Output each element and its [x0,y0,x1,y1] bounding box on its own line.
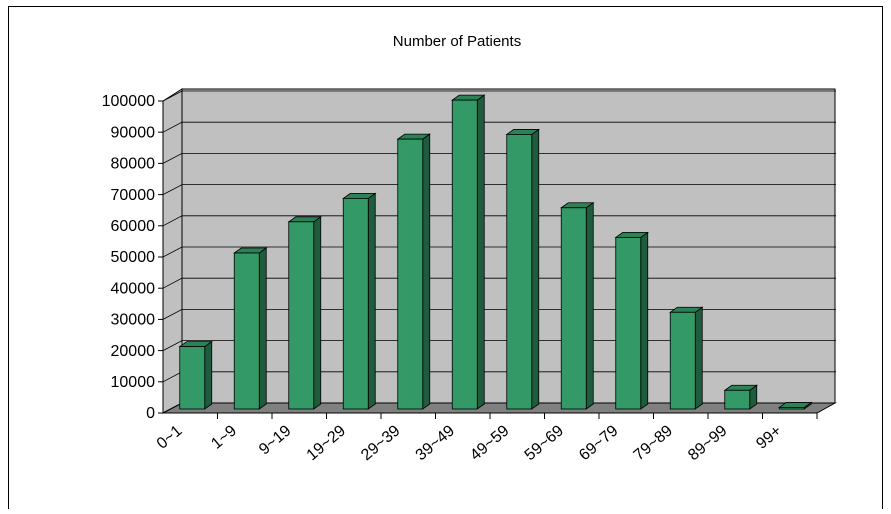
bars [178,94,813,410]
y-tick-label: 90000 [111,124,156,141]
bar [287,216,322,410]
bar [560,201,595,410]
y-tick-label: 40000 [111,280,156,297]
bar-front [288,221,315,410]
bar-front [506,134,533,410]
bar-front [778,407,805,410]
bar [723,384,758,410]
bar-front [724,389,751,410]
bar-front [615,236,642,410]
y-tick-label: 10000 [111,374,156,391]
grid-line [162,152,836,164]
bar [396,133,431,410]
y-tick-label: 30000 [111,312,156,329]
y-tick-label: 20000 [111,343,156,360]
bar-side [585,201,594,410]
bar-side [476,94,485,410]
bar [669,306,704,410]
bar [178,340,213,410]
y-tick-label: 70000 [111,187,156,204]
bar-side [422,133,431,410]
bar-side [640,231,649,410]
bar [505,128,540,410]
bar-side [694,306,703,410]
y-tick-label: 0 [146,405,155,422]
bar-front [560,207,587,410]
bar [778,401,813,410]
bar-front [179,346,206,410]
bar-side [204,340,213,410]
grid-line [162,121,836,133]
bar-front [669,311,696,410]
bar-side [367,192,376,410]
chart-title: Number of Patients [393,33,521,50]
grid-line [162,90,836,102]
bar-front [451,99,478,410]
bar-front [397,138,424,410]
bar [342,192,377,410]
bar [614,231,649,410]
bar-side [531,128,540,410]
bar-front [342,197,369,410]
side-wall [162,88,183,414]
bar-side [313,216,322,410]
bar-side [258,247,267,410]
y-tick-label: 50000 [111,249,156,266]
bar-front [233,252,260,410]
grid-line [162,184,836,195]
grid-line [162,215,836,227]
bar [233,247,268,410]
y-tick-label: 60000 [111,218,156,235]
bar [451,94,486,410]
y-tick-label: 100000 [102,93,155,110]
y-tick-label: 80000 [111,156,156,173]
